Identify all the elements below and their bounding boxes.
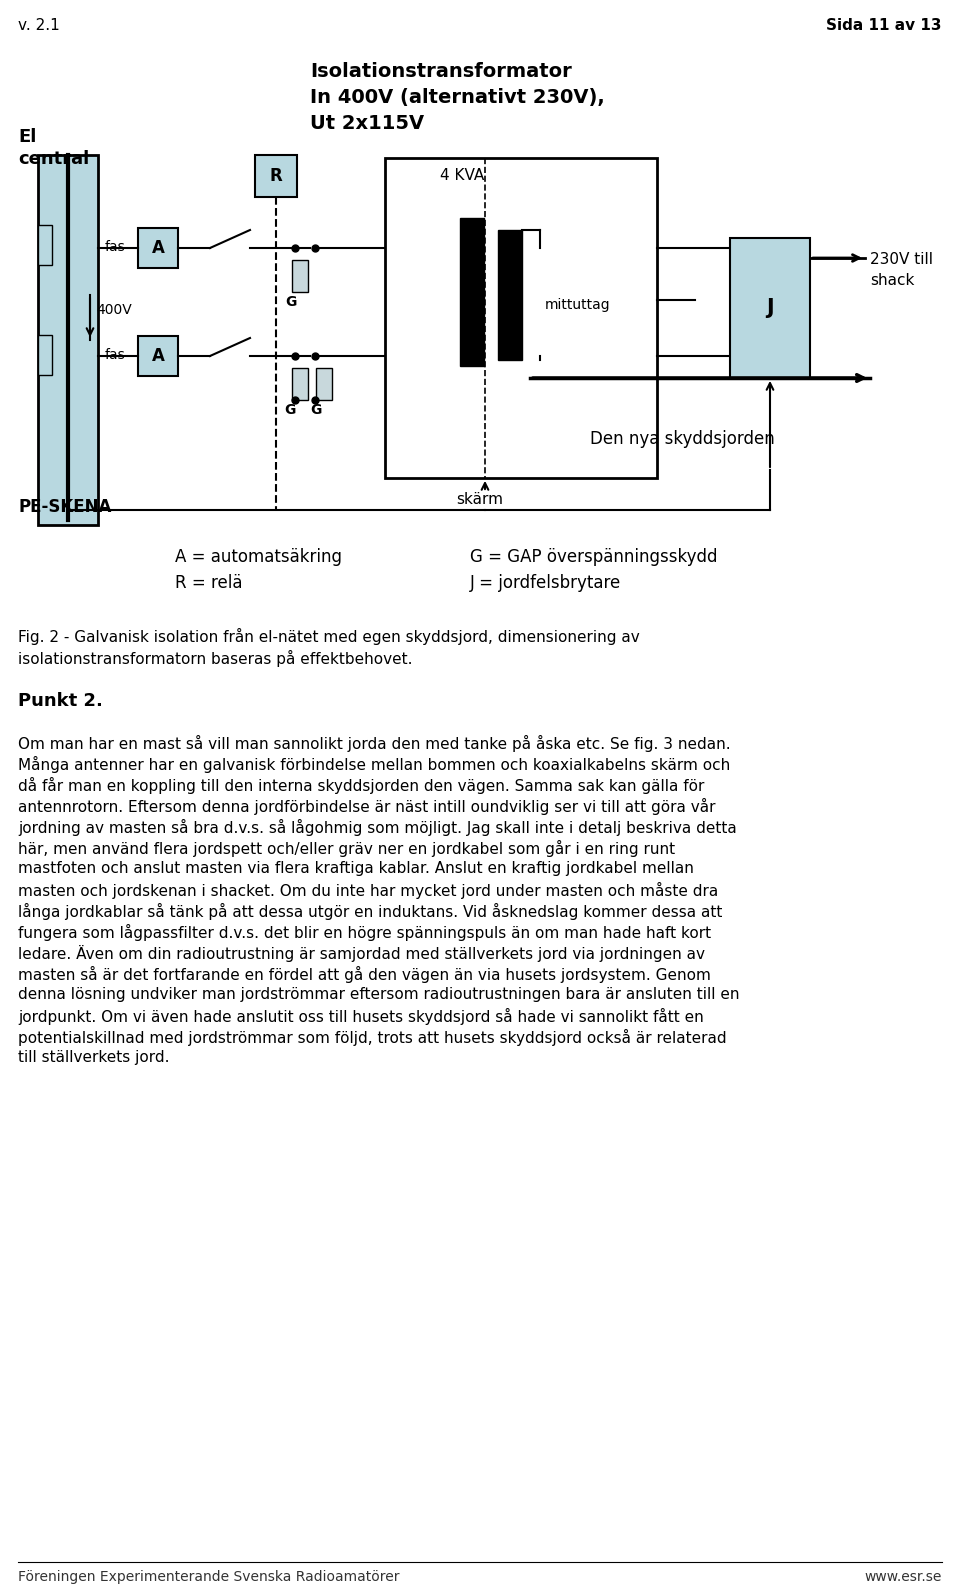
Text: G: G [285, 295, 297, 309]
Text: 400V: 400V [96, 303, 132, 317]
Text: 230V till: 230V till [870, 252, 933, 266]
Text: till ställverkets jord.: till ställverkets jord. [18, 1050, 170, 1065]
Text: masten och jordskenan i shacket. Om du inte har mycket jord under masten och mås: masten och jordskenan i shacket. Om du i… [18, 882, 718, 900]
Text: masten så är det fortfarande en fördel att gå den vägen än via husets jordsystem: masten så är det fortfarande en fördel a… [18, 967, 710, 983]
Bar [460, 219, 484, 365]
Text: www.esr.se: www.esr.se [865, 1569, 942, 1584]
Text: J: J [766, 298, 774, 317]
Text: Punkt 2.: Punkt 2. [18, 692, 103, 710]
Text: A: A [152, 348, 164, 365]
Text: mittuttag: mittuttag [545, 298, 611, 313]
Bar [498, 230, 522, 360]
Text: fas: fas [105, 239, 126, 254]
Text: Föreningen Experimenterande Svenska Radioamatörer: Föreningen Experimenterande Svenska Radi… [18, 1569, 399, 1584]
Bar [292, 368, 308, 400]
Text: 4 KVA: 4 KVA [440, 167, 484, 183]
Text: här, men använd flera jordspett och/eller gräv ner en jordkabel som går i en rin: här, men använd flera jordspett och/elle… [18, 841, 675, 857]
Text: In 400V (alternativt 230V),: In 400V (alternativt 230V), [310, 88, 605, 107]
Text: G: G [310, 404, 322, 416]
Text: Sida 11 av 13: Sida 11 av 13 [827, 18, 942, 33]
Text: potentialskillnad med jordströmmar som följd, trots att husets skyddsjord också : potentialskillnad med jordströmmar som f… [18, 1029, 727, 1046]
Bar [730, 238, 810, 378]
Text: J = jordfelsbrytare: J = jordfelsbrytare [470, 574, 621, 592]
Text: jordpunkt. Om vi även hade anslutit oss till husets skyddsjord så hade vi sannol: jordpunkt. Om vi även hade anslutit oss … [18, 1008, 704, 1026]
Text: isolationstransformatorn baseras på effektbehovet.: isolationstransformatorn baseras på effe… [18, 651, 413, 667]
Bar [255, 155, 297, 198]
Text: R = relä: R = relä [175, 574, 243, 592]
Text: Isolationstransformator: Isolationstransformator [310, 62, 572, 81]
Text: R: R [270, 167, 282, 185]
Text: jordning av masten så bra d.v.s. så lågohmig som möjligt. Jag skall inte i detal: jordning av masten så bra d.v.s. så lågo… [18, 818, 736, 836]
Text: Ut 2x115V: Ut 2x115V [310, 113, 424, 132]
Text: Fig. 2 - Galvanisk isolation från el-nätet med egen skyddsjord, dimensionering a: Fig. 2 - Galvanisk isolation från el-nät… [18, 628, 639, 644]
Text: v. 2.1: v. 2.1 [18, 18, 60, 33]
Bar [385, 158, 657, 478]
Text: shack: shack [870, 273, 914, 289]
Text: El
central: El central [18, 128, 89, 167]
Text: Den nya skyddsjorden: Den nya skyddsjorden [590, 431, 775, 448]
Bar [138, 337, 178, 376]
Text: fas: fas [105, 348, 126, 362]
Text: denna lösning undviker man jordströmmar eftersom radioutrustningen bara är anslu: denna lösning undviker man jordströmmar … [18, 987, 739, 1002]
Text: mastfoten och anslut masten via flera kraftiga kablar. Anslut en kraftig jordkab: mastfoten och anslut masten via flera kr… [18, 861, 694, 876]
Text: G: G [284, 404, 296, 416]
Text: ledare. Även om din radioutrustning är samjordad med ställverkets jord via jordn: ledare. Även om din radioutrustning är s… [18, 944, 705, 962]
Bar [38, 225, 52, 265]
Text: A = automatsäkring: A = automatsäkring [175, 549, 342, 566]
Text: antennrotorn. Eftersom denna jordförbindelse är näst intill oundviklig ser vi ti: antennrotorn. Eftersom denna jordförbind… [18, 798, 715, 815]
Bar [138, 228, 178, 268]
Bar [38, 155, 98, 525]
Text: fungera som lågpassfilter d.v.s. det blir en högre spänningspuls än om man hade : fungera som lågpassfilter d.v.s. det bli… [18, 924, 711, 941]
Text: då får man en koppling till den interna skyddsjorden den vägen. Samma sak kan gä: då får man en koppling till den interna … [18, 777, 705, 794]
Text: långa jordkablar så tänk på att dessa utgör en induktans. Vid åsknedslag kommer : långa jordkablar så tänk på att dessa ut… [18, 903, 722, 920]
Bar [38, 335, 52, 375]
Text: Många antenner har en galvanisk förbindelse mellan bommen och koaxialkabelns skä: Många antenner har en galvanisk förbinde… [18, 756, 731, 774]
Text: PE-SKENA: PE-SKENA [18, 498, 111, 517]
Bar [316, 368, 332, 400]
Text: Om man har en mast så vill man sannolikt jorda den med tanke på åska etc. Se fig: Om man har en mast så vill man sannolikt… [18, 735, 731, 751]
Text: A: A [152, 239, 164, 257]
Text: G = GAP överspänningsskydd: G = GAP överspänningsskydd [470, 549, 717, 566]
Bar [292, 260, 308, 292]
Text: skärm: skärm [457, 491, 503, 507]
